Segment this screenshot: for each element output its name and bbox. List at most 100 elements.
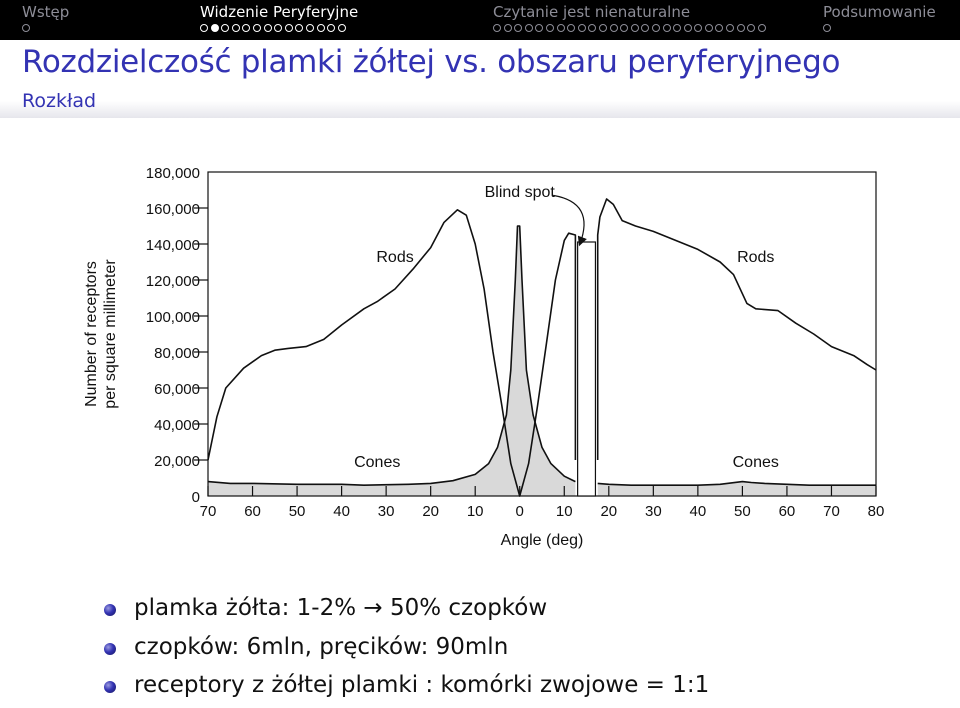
nav-dot[interactable]	[200, 24, 208, 32]
y-axis-label-line-1: Number of receptors	[83, 261, 100, 407]
nav-dot[interactable]	[524, 24, 533, 32]
bullet-text: czopków: 6mln, pręcików: 90mln	[134, 633, 509, 660]
blind-spot-band	[577, 241, 597, 497]
nav-section-label[interactable]: Widzenie Peryferyjne	[200, 3, 359, 21]
x-tick-label: 30	[645, 503, 662, 520]
y-tick-label: 80,000	[154, 345, 200, 362]
x-tick-label: 0	[516, 503, 524, 520]
nav-section-czytanie[interactable]: Czytanie jest nienaturalne	[493, 3, 690, 21]
nav-section-label[interactable]: Czytanie jest nienaturalne	[493, 3, 691, 21]
nav-section-widzenie-peryferyjne[interactable]: Widzenie Peryferyjne	[200, 3, 358, 21]
x-tick-label: 60	[244, 503, 261, 520]
nav-dot[interactable]	[22, 24, 30, 32]
y-tick-label: 140,000	[146, 237, 200, 254]
nav-dot[interactable]	[221, 24, 230, 32]
frame-title-bar: Rozdzielczość plamki żółtej vs. obszaru …	[0, 40, 960, 118]
bullet-text: plamka żółta: 1-2% → 50% czopków	[134, 595, 548, 621]
blind-spot-annotation: Blind spot	[485, 184, 556, 201]
nav-dot[interactable]	[747, 24, 756, 32]
nav-dot[interactable]	[252, 24, 261, 32]
nav-dot[interactable]	[641, 24, 650, 32]
nav-dot[interactable]	[630, 24, 639, 32]
y-tick-label: 100,000	[146, 309, 200, 326]
receptor-density-chart: 0 20,000 40,000 60,000 80,000 100,000 120,000 1…	[83, 165, 885, 549]
nav-dot[interactable]	[620, 24, 629, 32]
nav-dot[interactable]	[210, 24, 219, 32]
x-tick-label: 30	[378, 503, 395, 520]
bullet-text: receptory z żółtej plamki : komórki zwoj…	[134, 672, 710, 698]
nav-dots-czytanie	[493, 24, 766, 36]
nav-dot[interactable]	[316, 24, 325, 32]
nav-dot[interactable]	[662, 24, 671, 32]
nav-dot[interactable]	[503, 24, 512, 32]
frame-subtitle: Rozkład	[22, 90, 97, 112]
nav-dots-wstep	[22, 24, 30, 36]
rods-curve-1	[596, 198, 877, 460]
nav-dot[interactable]	[337, 24, 346, 32]
cones-label: Cones	[733, 454, 779, 471]
nav-dot[interactable]	[327, 24, 336, 32]
nav-dot[interactable]	[535, 24, 544, 32]
x-tick-label: 20	[422, 503, 439, 520]
x-tick-label: 40	[333, 503, 350, 520]
nav-section-label[interactable]: Podsumowanie	[823, 3, 936, 21]
nav-dot[interactable]	[598, 24, 607, 32]
nav-dot[interactable]	[295, 24, 304, 32]
nav-dot[interactable]	[493, 24, 501, 32]
nav-dot[interactable]	[305, 24, 314, 32]
x-tick-label: 50	[734, 503, 751, 520]
x-tick-label: 10	[467, 503, 484, 520]
x-tick-label: 10	[556, 503, 573, 520]
nav-dot[interactable]	[673, 24, 682, 32]
cones-label: Cones	[354, 454, 400, 471]
nav-dot[interactable]	[284, 24, 293, 32]
nav-dot[interactable]	[545, 24, 554, 32]
nav-dot[interactable]	[274, 24, 283, 32]
nav-dot[interactable]	[609, 24, 618, 32]
nav-dot[interactable]	[567, 24, 576, 32]
x-tick-label: 40	[690, 503, 707, 520]
nav-dot[interactable]	[263, 24, 272, 32]
nav-dot[interactable]	[577, 24, 586, 32]
y-tick-label: 0	[192, 489, 200, 506]
rods-label: Rods	[737, 249, 774, 266]
x-tick-label: 20	[600, 503, 617, 520]
x-tick-label: 70	[200, 503, 217, 520]
bullet-ball-icon	[104, 642, 116, 655]
bullet-ball-icon	[104, 681, 116, 693]
bullet-ball-icon	[104, 604, 116, 616]
nav-dot[interactable]	[715, 24, 724, 32]
nav-dot[interactable]	[736, 24, 745, 32]
nav-dot[interactable]	[726, 24, 735, 32]
nav-section-wstep[interactable]: Wstęp	[22, 3, 69, 21]
y-tick-label: 160,000	[146, 201, 200, 218]
x-tick-label: 70	[823, 503, 840, 520]
nav-dot[interactable]	[757, 24, 766, 32]
nav-dot[interactable]	[231, 24, 240, 32]
nav-dot[interactable]	[823, 24, 831, 32]
nav-dots-podsumowanie	[823, 24, 831, 36]
x-tick-label: 60	[779, 503, 796, 520]
nav-dot[interactable]	[588, 24, 597, 32]
nav-section-podsumowanie[interactable]: Podsumowanie	[823, 3, 936, 21]
y-tick-label: 20,000	[154, 453, 200, 470]
nav-dot[interactable]	[556, 24, 565, 32]
navigation-bar: Wstęp Widzenie Peryferyjne Czytanie jest…	[0, 0, 960, 40]
y-tick-label: 180,000	[146, 165, 200, 182]
nav-dot[interactable]	[683, 24, 692, 32]
nav-dot[interactable]	[514, 24, 523, 32]
x-axis-label: Angle (deg)	[501, 532, 584, 549]
cones-curve-1	[597, 480, 876, 487]
nav-dot[interactable]	[651, 24, 660, 32]
frame-title: Rozdzielczość plamki żółtej vs. obszaru …	[22, 44, 841, 80]
x-tick-label: 80	[868, 503, 885, 520]
nav-dot[interactable]	[694, 24, 703, 32]
nav-dot[interactable]	[242, 24, 251, 32]
nav-dot[interactable]	[704, 24, 713, 32]
y-axis-label-line-2: per square millimeter	[102, 259, 119, 409]
x-tick-label: 50	[289, 503, 306, 520]
nav-section-label[interactable]: Wstęp	[22, 3, 70, 21]
plot-area-frame	[207, 171, 877, 497]
y-tick-label: 60,000	[154, 381, 200, 398]
rods-label: Rods	[376, 249, 413, 266]
